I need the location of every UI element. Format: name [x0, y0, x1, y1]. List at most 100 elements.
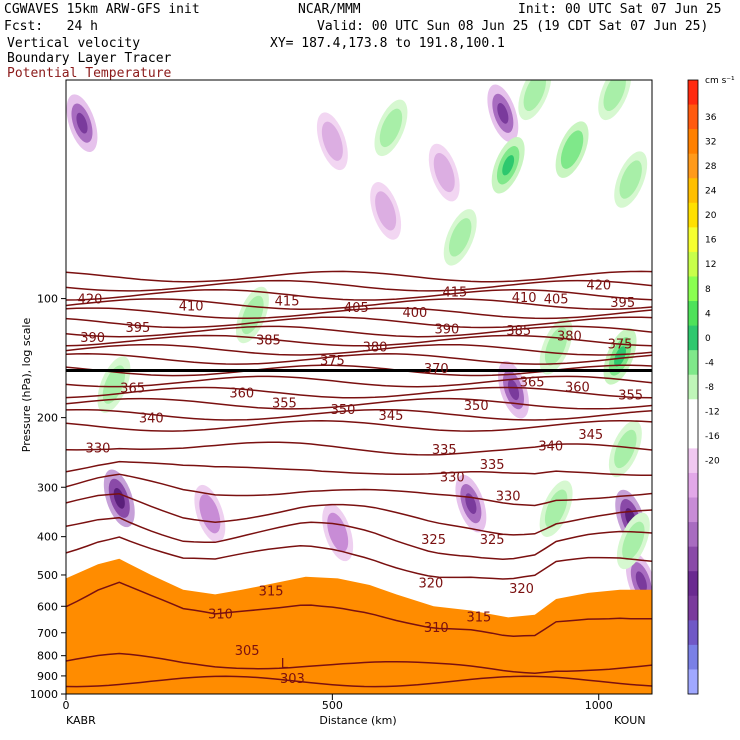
x-end-station: KOUN — [614, 714, 646, 727]
theta-label-45: 305 — [235, 644, 260, 659]
init-time: Init: 00 UTC Sat 07 Jun 25 — [518, 2, 722, 17]
y-tick-label-400: 400 — [37, 531, 58, 544]
colorbar-label-20: 20 — [705, 211, 717, 221]
valid-time: Valid: 00 UTC Sun 08 Jun 25 (19 CDT Sat … — [317, 19, 709, 34]
colorbar-swatch-14 — [688, 423, 698, 449]
colorbar-swatch-1 — [688, 104, 698, 130]
colorbar-swatch-6 — [688, 227, 698, 253]
theta-contour-415 — [66, 279, 652, 292]
theta-contour-355 — [66, 397, 652, 410]
w-cell-1-2 — [76, 112, 88, 134]
theta-label-26: 365 — [520, 375, 545, 390]
theta-label-43: 310 — [208, 607, 233, 622]
theta-label-21: 360 — [229, 387, 254, 402]
y-tick-label-700: 700 — [37, 627, 58, 640]
theta-label-35: 330 — [440, 471, 465, 486]
theta-label-31: 340 — [538, 439, 563, 454]
colorbar-swatch-13 — [688, 399, 698, 425]
theta-contour-335 — [66, 460, 652, 477]
theta-label-39: 320 — [419, 576, 444, 591]
w-cell-2-2 — [497, 102, 509, 124]
center-label: NCAR/MMM — [298, 2, 361, 17]
theta-label-12: 385 — [256, 334, 281, 349]
theta-contour-365 — [66, 375, 652, 388]
colorbar-label-24: 24 — [705, 187, 717, 197]
theta-contour-345 — [66, 420, 652, 432]
theta-label-7: 405 — [544, 293, 569, 308]
y-tick-label-100: 100 — [37, 293, 58, 306]
colorbar-label-36: 36 — [705, 113, 717, 123]
w-cell-25-1 — [544, 489, 568, 528]
x-tick-label-500: 500 — [322, 699, 343, 712]
y-axis-title: Pressure (hPa), log scale — [20, 318, 33, 453]
colorbar-label--8: -8 — [705, 383, 714, 393]
theta-label-27: 360 — [565, 381, 590, 396]
w-cell-3-2 — [507, 379, 520, 401]
theta-label-20: 365 — [120, 382, 145, 397]
w-cell-7-1 — [199, 494, 221, 534]
colorbar-swatch-16 — [688, 472, 698, 499]
colorbar-swatch-9 — [688, 301, 698, 327]
w-cell-18-1 — [449, 218, 472, 257]
theta-label-25: 350 — [464, 399, 489, 414]
theta-contour-380 — [66, 343, 652, 356]
field-vertical-velocity: Vertical velocity — [7, 36, 141, 51]
theta-label-22: 355 — [272, 396, 297, 411]
tracer-band-4 — [66, 558, 652, 694]
colorbar-label-12: 12 — [705, 260, 716, 270]
w-cell-16-1 — [619, 160, 642, 199]
theta-label-42: 315 — [466, 610, 491, 625]
potential-temperature-contours — [66, 270, 652, 688]
colorbar-swatch-20 — [688, 571, 698, 597]
w-cell-11-1 — [321, 121, 343, 161]
colorbar-swatch-5 — [688, 202, 698, 228]
theta-label-4: 400 — [403, 306, 428, 321]
plot-frame — [65, 79, 653, 695]
theta-label-1: 410 — [179, 299, 204, 314]
theta-contour-320 — [66, 516, 652, 560]
field-potential-temperature: Potential Temperature — [7, 66, 172, 81]
theta-contour-330 — [66, 473, 652, 507]
w-cell-10-1 — [375, 191, 397, 231]
colorbar: 36 32 28 24 20 16 12 8 4 0 -4 -8 -12 -16 -20 — [687, 79, 720, 695]
theta-label-28: 355 — [618, 389, 643, 404]
theta-label-9: 395 — [610, 296, 635, 311]
model-title: CGWAVES 15km ARW-GFS init — [4, 2, 200, 17]
colorbar-label--4: -4 — [705, 358, 714, 368]
theta-contour-390 — [66, 325, 652, 338]
colorbar-label--16: -16 — [705, 432, 720, 442]
theta-label-19: 370 — [424, 362, 449, 377]
w-cell-17-1 — [379, 108, 403, 148]
w-cell-24-1 — [622, 521, 645, 561]
y-tick-label-600: 600 — [37, 600, 58, 613]
theta-label-23: 350 — [331, 403, 356, 418]
theta-label-24: 345 — [379, 409, 404, 424]
theta-label-13: 380 — [363, 340, 388, 355]
y-tick-label-800: 800 — [37, 650, 58, 663]
x-axis-title: Distance (km) — [319, 714, 396, 727]
y-tick-label-200: 200 — [37, 412, 58, 425]
colorbar-label-32: 32 — [705, 137, 716, 147]
theta-contour-400 — [66, 307, 652, 320]
colorbar-swatch-18 — [688, 522, 698, 548]
theta-contour-303 — [66, 675, 652, 688]
w-cell-21-1 — [614, 429, 637, 469]
theta-label-18: 375 — [320, 354, 345, 369]
theta-contour-395 — [66, 316, 652, 329]
colorbar-swatch-0 — [688, 80, 698, 106]
colorbar-swatch-24 — [688, 669, 698, 695]
theta-label-30: 345 — [578, 428, 603, 443]
colorbar-swatch-15 — [688, 448, 698, 474]
colorbar-label-28: 28 — [705, 162, 717, 172]
colorbar-swatch-11 — [688, 350, 698, 376]
y-tick-label-900: 900 — [37, 670, 58, 683]
w-cell-8-1 — [327, 512, 349, 552]
plot-axes: 100 200 300 400 500 600 700 800 900 1000 0 500 1000 — [30, 79, 653, 712]
theta-contour-325 — [66, 493, 652, 536]
theta-label-3: 405 — [344, 301, 369, 316]
theta-label-5: 415 — [442, 286, 467, 301]
theta-label-17: 375 — [608, 338, 633, 353]
y-tick-label-1000: 1000 — [30, 688, 58, 701]
y-tick-label-300: 300 — [37, 481, 58, 494]
theta-label-37: 325 — [421, 533, 446, 548]
